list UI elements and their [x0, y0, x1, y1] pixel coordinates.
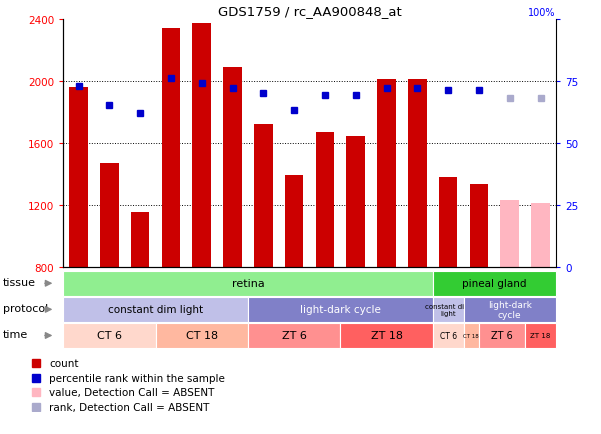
Text: ZT 6: ZT 6 [491, 331, 513, 341]
Text: constant dim light: constant dim light [108, 305, 203, 315]
Bar [408, 80, 427, 267]
Bar [192, 24, 211, 267]
Text: count: count [49, 358, 79, 368]
Bar [285, 176, 304, 267]
Bar [531, 204, 550, 267]
Bar [501, 201, 519, 267]
Bar [162, 29, 180, 267]
Text: light-dark cycle: light-dark cycle [300, 305, 381, 315]
Bar [316, 132, 334, 267]
Text: CT 18: CT 18 [463, 333, 479, 338]
Text: value, Detection Call = ABSENT: value, Detection Call = ABSENT [49, 388, 215, 398]
Text: time: time [3, 329, 28, 339]
Text: retina: retina [231, 279, 264, 289]
Text: pineal gland: pineal gland [462, 279, 526, 289]
Title: GDS1759 / rc_AA900848_at: GDS1759 / rc_AA900848_at [218, 5, 401, 18]
Bar [69, 88, 88, 267]
Text: 100%: 100% [528, 8, 556, 18]
Text: ZT 18: ZT 18 [530, 333, 551, 339]
Text: percentile rank within the sample: percentile rank within the sample [49, 373, 225, 383]
Bar [224, 67, 242, 267]
Text: ZT 18: ZT 18 [371, 331, 403, 341]
Bar [100, 163, 118, 267]
Bar [346, 137, 365, 267]
Bar [470, 185, 488, 267]
Text: CT 18: CT 18 [186, 331, 218, 341]
Bar [131, 213, 149, 267]
Bar [254, 125, 273, 267]
Text: constant dim
light: constant dim light [425, 303, 471, 316]
Text: CT 6: CT 6 [97, 331, 122, 341]
Text: rank, Detection Call = ABSENT: rank, Detection Call = ABSENT [49, 402, 210, 412]
Bar [377, 80, 396, 267]
Text: light-dark
cycle: light-dark cycle [488, 300, 532, 319]
Text: tissue: tissue [3, 277, 36, 287]
Text: ZT 6: ZT 6 [282, 331, 307, 341]
Text: CT 6: CT 6 [439, 331, 457, 340]
Bar [439, 177, 457, 267]
Text: protocol: protocol [3, 303, 48, 313]
